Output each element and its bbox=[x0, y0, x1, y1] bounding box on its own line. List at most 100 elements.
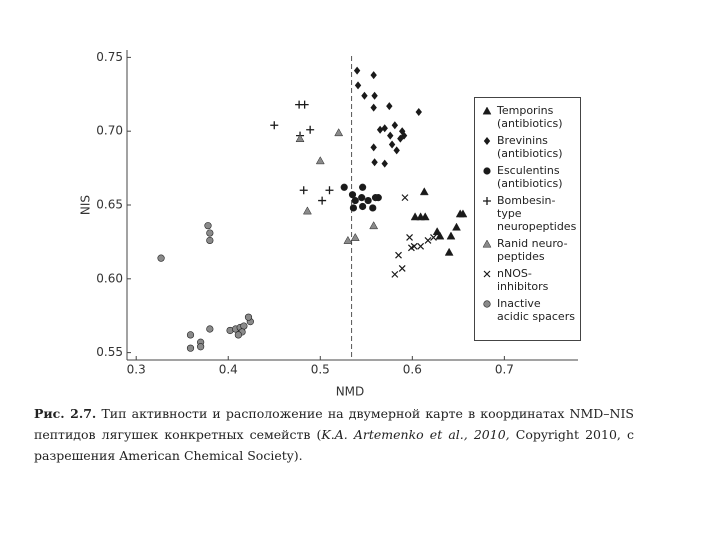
y-axis-label: NIS bbox=[79, 195, 93, 215]
point bbox=[369, 221, 379, 230]
marker-shape bbox=[306, 125, 315, 134]
legend-marker bbox=[483, 270, 491, 278]
point bbox=[348, 191, 357, 199]
legend-label: Bombesin-type neuropeptides bbox=[497, 194, 577, 233]
point bbox=[206, 229, 214, 237]
marker-shape bbox=[401, 194, 409, 202]
point bbox=[419, 187, 429, 196]
point bbox=[430, 234, 437, 241]
marker-shape bbox=[446, 231, 456, 240]
legend-label: nNOS-inhibitors bbox=[497, 267, 549, 293]
legend-label: Temporins (antibiotics) bbox=[497, 104, 563, 130]
point bbox=[340, 183, 348, 191]
marker-shape bbox=[370, 143, 377, 152]
marker-shape bbox=[343, 235, 353, 244]
marker-shape bbox=[371, 91, 378, 100]
marker-shape bbox=[376, 125, 384, 134]
marker-shape bbox=[415, 108, 422, 116]
marker-shape bbox=[359, 183, 367, 191]
point bbox=[370, 103, 377, 112]
marker-shape bbox=[444, 247, 454, 256]
point bbox=[381, 159, 388, 168]
y-tick-label: 0.65 bbox=[96, 198, 123, 212]
caption: Рис. 2.7. Тип активности и расположение … bbox=[34, 403, 634, 466]
marker-shape bbox=[369, 221, 379, 230]
point bbox=[452, 222, 461, 231]
legend-entry: Brevinins (antibiotics) bbox=[481, 134, 576, 160]
point bbox=[370, 143, 377, 152]
marker-shape bbox=[334, 128, 344, 137]
point bbox=[157, 254, 165, 262]
point bbox=[359, 202, 367, 211]
point bbox=[318, 196, 327, 205]
legend-label: Inactive acidic spacers bbox=[497, 297, 575, 323]
point bbox=[186, 344, 195, 352]
y-tick-label: 0.60 bbox=[96, 271, 123, 285]
point bbox=[186, 331, 195, 339]
point bbox=[395, 251, 402, 259]
y-tick-label: 0.55 bbox=[96, 345, 123, 359]
point bbox=[302, 206, 312, 215]
marker-shape bbox=[206, 325, 214, 333]
marker-shape bbox=[410, 242, 418, 250]
marker-shape bbox=[435, 231, 445, 240]
point bbox=[359, 183, 367, 191]
marker-shape bbox=[348, 191, 357, 199]
x-tick-label: 0.5 bbox=[311, 363, 330, 377]
marker-shape bbox=[302, 206, 312, 215]
marker-shape bbox=[483, 270, 491, 278]
marker-shape bbox=[361, 91, 368, 100]
point bbox=[401, 194, 409, 202]
point bbox=[435, 231, 445, 240]
point bbox=[415, 108, 422, 116]
legend-marker bbox=[483, 197, 491, 205]
marker-shape bbox=[400, 131, 408, 140]
y-tick-label: 0.75 bbox=[96, 50, 123, 64]
point bbox=[387, 131, 394, 140]
point bbox=[446, 231, 456, 240]
marker-shape bbox=[270, 121, 279, 130]
point bbox=[371, 158, 378, 167]
point bbox=[270, 121, 279, 130]
legend-label: Brevinins (antibiotics) bbox=[497, 134, 563, 160]
legend-entry: Esculentins (antibiotics) bbox=[481, 164, 576, 190]
marker-shape bbox=[483, 300, 491, 308]
marker-shape bbox=[482, 106, 492, 115]
legend-label: Esculentins (antibiotics) bbox=[497, 164, 563, 190]
marker-shape bbox=[186, 331, 195, 339]
marker-shape bbox=[483, 167, 491, 175]
point bbox=[325, 186, 334, 195]
marker-shape bbox=[387, 131, 394, 140]
marker-shape bbox=[358, 194, 366, 202]
marker-shape bbox=[483, 197, 491, 205]
point bbox=[206, 325, 214, 333]
point bbox=[370, 71, 377, 80]
point bbox=[343, 235, 353, 244]
chart: 0.3 0.4 0.5 0.6 0.7 0.55 0.60 0.65 0.70 0.75 NMD NI… bbox=[79, 50, 578, 399]
point bbox=[349, 204, 358, 212]
legend-marker bbox=[483, 167, 491, 175]
marker-shape bbox=[393, 146, 400, 155]
marker-shape bbox=[186, 344, 195, 352]
legend-marker bbox=[483, 300, 491, 308]
legend-entry: Bombesin-type neuropeptides bbox=[481, 194, 576, 233]
marker-shape bbox=[244, 313, 253, 321]
marker-shape bbox=[452, 222, 461, 231]
point bbox=[400, 131, 408, 140]
point bbox=[369, 204, 377, 212]
marker-shape bbox=[388, 140, 396, 149]
marker-shape bbox=[391, 121, 399, 130]
legend-marker bbox=[483, 137, 491, 145]
point bbox=[376, 125, 384, 134]
point bbox=[458, 209, 468, 218]
point bbox=[299, 186, 308, 195]
point bbox=[482, 239, 492, 248]
marker-shape bbox=[395, 251, 402, 259]
legend-entry: Inactive acidic spacers bbox=[481, 297, 576, 323]
point bbox=[353, 66, 361, 75]
marker-shape bbox=[482, 239, 492, 248]
x-tick-label: 0.6 bbox=[403, 363, 422, 377]
marker-shape bbox=[240, 322, 248, 330]
marker-shape bbox=[353, 66, 361, 75]
point bbox=[483, 167, 491, 175]
